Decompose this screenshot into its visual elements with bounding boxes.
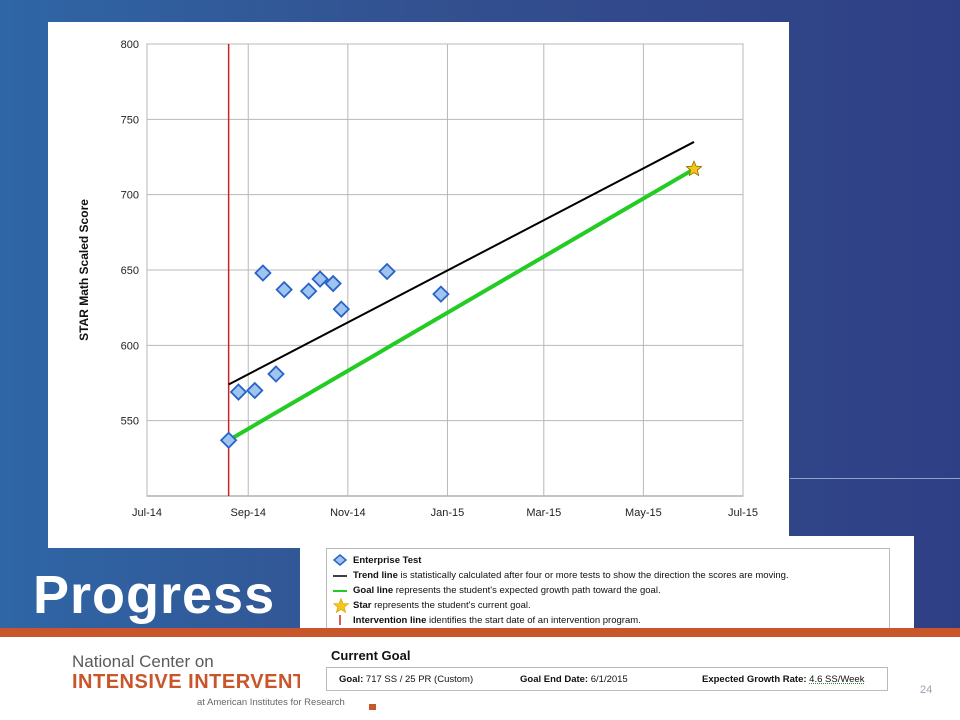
slide-title: Progress — [33, 565, 276, 625]
goal-line — [227, 167, 696, 442]
y-axis-label: STAR Math Scaled Score — [77, 199, 91, 341]
page-number: 24 — [920, 684, 933, 696]
x-tick-label: Jul-15 — [728, 507, 758, 519]
legend-item-star: Star represents the student's current go… — [353, 600, 531, 611]
goal-field: Goal: 717 SS / 25 PR (Custom) — [339, 674, 474, 685]
data-point-diamond — [267, 365, 285, 383]
logo-line-3: at American Institutes for Research — [197, 697, 345, 708]
legend-item-trend-line: Trend line is statistically calculated a… — [353, 570, 789, 581]
x-tick-label: Nov-14 — [330, 507, 365, 519]
data-point-diamond — [324, 274, 342, 293]
green-line-icon — [333, 590, 347, 592]
current-goal-heading: Current Goal — [331, 648, 411, 663]
data-point-diamond — [245, 381, 264, 400]
y-tick-label: 800 — [121, 39, 139, 51]
data-point-diamond — [432, 285, 450, 303]
data-point-diamond — [378, 262, 396, 281]
goal-end-date-field: Goal End Date: 6/1/2015 — [520, 674, 628, 685]
x-tick-label: Jul-14 — [132, 507, 162, 519]
chart-svg: 550 600 650 700 750 800 Jul-14 Sep-14 Nov-14 Jan-… — [77, 39, 758, 519]
logo-line-1: National Center on — [72, 652, 214, 671]
legend-box: Enterprise Test Trend line is statistica… — [326, 548, 890, 634]
goal-star — [685, 160, 703, 177]
logo-line-2: INTENSIVE INTERVENTION — [72, 671, 300, 693]
y-tick-label: 750 — [121, 114, 139, 126]
y-tick-label: 650 — [121, 265, 139, 277]
x-tick-label: May-15 — [625, 507, 662, 519]
red-line-icon — [339, 615, 341, 625]
star-icon — [333, 598, 349, 613]
current-goal-box: Goal: 717 SS / 25 PR (Custom) Goal End D… — [326, 667, 888, 691]
data-point-diamond — [219, 431, 238, 450]
data-point-diamond — [311, 270, 329, 288]
footer-accent-bar — [0, 628, 960, 637]
decorative-divider — [790, 478, 960, 479]
data-point-diamond — [332, 300, 351, 318]
y-tick-label: 700 — [121, 190, 139, 202]
diamond-icon — [333, 554, 347, 566]
legend-item-enterprise-test: Enterprise Test — [353, 555, 422, 566]
data-point-diamond — [299, 282, 318, 300]
x-tick-label: Jan-15 — [431, 507, 465, 519]
trend-line — [228, 141, 695, 386]
progress-chart: 550 600 650 700 750 800 Jul-14 Sep-14 Nov-14 Jan-… — [48, 22, 789, 548]
x-tick-label: Mar-15 — [526, 507, 561, 519]
data-point-diamond — [254, 264, 272, 282]
black-line-icon — [333, 575, 347, 577]
legend-panel: Enterprise Test Trend line is statistica… — [300, 536, 914, 638]
logo-mark — [369, 704, 376, 710]
legend-item-intervention-line: Intervention line identifies the start d… — [353, 615, 641, 626]
y-tick-label: 550 — [121, 416, 139, 428]
data-point-diamond — [229, 383, 248, 401]
growth-rate-field: Expected Growth Rate: 4.6 SS/Week — [702, 674, 865, 685]
data-point-diamond — [275, 280, 293, 299]
x-tick-label: Sep-14 — [230, 507, 265, 519]
legend-item-goal-line: Goal line represents the student's expec… — [353, 585, 661, 596]
y-tick-label: 600 — [121, 340, 139, 352]
